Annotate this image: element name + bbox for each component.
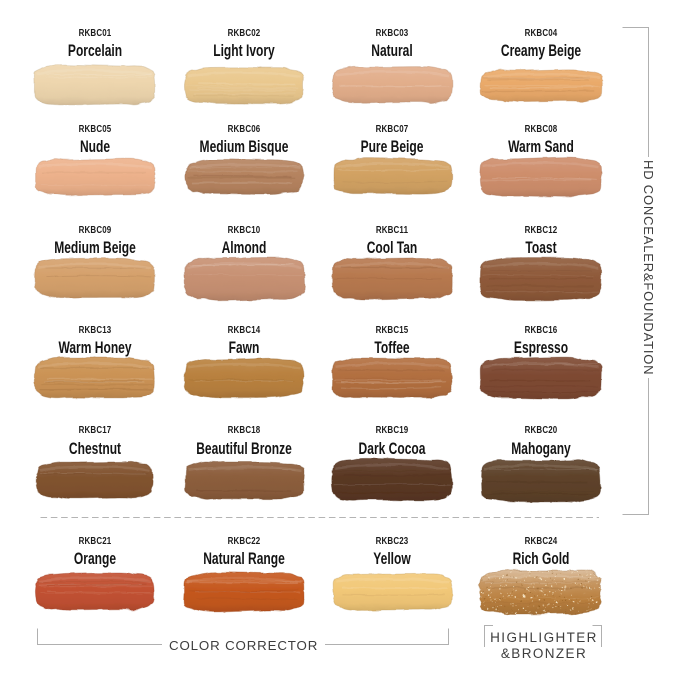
swatch-smear [331, 257, 453, 301]
swatch-name: Warm Sand [507, 136, 574, 156]
swatch-smear [184, 158, 304, 195]
swatch-code: RKBC03 [375, 28, 409, 39]
swatch-smear [184, 460, 305, 500]
swatch-code: RKBC01 [78, 28, 111, 39]
swatch-code: RKBC05 [78, 123, 111, 135]
swatch-smear [331, 457, 453, 502]
swatch-code: RKBC18 [227, 425, 261, 437]
swatch-code: RKBC15 [375, 324, 409, 336]
swatch-code: RKBC11 [375, 224, 409, 236]
swatch-smear [479, 356, 602, 399]
swatch-name: Pure Beige [360, 136, 424, 156]
swatch-smear [34, 571, 155, 611]
swatch-code: RKBC06 [227, 123, 261, 135]
swatch-smear [183, 571, 305, 612]
swatch-code: RKBC04 [524, 28, 557, 39]
swatch-smear [33, 356, 155, 399]
swatch-code: RKBC17 [78, 425, 111, 437]
swatch-code: RKBC16 [524, 324, 557, 336]
highlighter-bronzer-label: HIGHLIGHTER &BRONZER [466, 630, 622, 663]
swatch-code: RKBC23 [375, 535, 409, 547]
swatch-name: Yellow [373, 548, 411, 568]
swatch-code: RKBC02 [227, 28, 261, 39]
swatch-name: Toast [524, 237, 557, 257]
swatch-smear [332, 572, 453, 611]
color-corrector-label: COLOR CORRECTOR [162, 637, 326, 653]
swatch-code: RKBC09 [78, 224, 111, 236]
swatch-name: Espresso [513, 337, 568, 357]
swatch-code: RKBC21 [78, 535, 111, 547]
swatch-name: Medium Bisque [199, 136, 289, 156]
swatch-smear [478, 568, 602, 615]
swatch-smear [331, 66, 453, 105]
highlighter-label-line2: &BRONZER [500, 645, 588, 661]
swatch-smear [33, 64, 156, 106]
swatch-code: RKBC19 [375, 425, 409, 437]
swatch-smear [183, 66, 304, 104]
swatch-smear [35, 460, 154, 499]
swatch-name: Beautiful Bronze [196, 438, 292, 458]
swatch-name: Fawn [228, 337, 260, 357]
swatch-name: Light Ivory [213, 41, 275, 61]
swatch-name: Dark Cocoa [358, 438, 426, 458]
swatch-name: Mahogany [510, 438, 571, 458]
swatch-code: RKBC20 [524, 425, 557, 437]
swatch-code: RKBC13 [78, 324, 111, 336]
swatch-smear [479, 256, 602, 301]
swatch-name: Porcelain [67, 41, 122, 61]
swatch-smear [34, 257, 155, 299]
swatch-code: RKBC22 [227, 535, 261, 547]
swatch-name: Orange [73, 548, 116, 568]
swatch-name: Nude [79, 136, 110, 156]
swatch-smear [34, 157, 156, 196]
swatch-smear [479, 156, 602, 197]
swatch-code: RKBC12 [524, 224, 557, 236]
swatch-smear [332, 157, 453, 196]
swatch-code: RKBC10 [227, 224, 261, 236]
swatch-name: Toffee [374, 337, 410, 357]
swatch-name: Rich Gold [512, 548, 569, 568]
swatch-smear [480, 458, 601, 502]
swatch-code: RKBC14 [227, 324, 261, 336]
swatch-name: Cool Tan [366, 237, 418, 257]
swatch-name: Natural Range [203, 548, 285, 568]
swatch-name: Creamy Beige [500, 41, 581, 61]
swatch-code: RKBC08 [524, 123, 557, 135]
hd-concealer-foundation-label: HD CONCEALER&FOUNDATION [641, 156, 656, 378]
swatch-smear [183, 357, 305, 398]
swatch-name: Medium Beige [53, 237, 136, 257]
highlighter-label-line1: HIGHLIGHTER [490, 629, 598, 645]
swatch-name: Almond [221, 237, 267, 257]
swatch-smear [183, 256, 306, 301]
swatch-name: Natural [371, 41, 413, 61]
swatch-smear [479, 68, 602, 102]
swatch-code: RKBC07 [375, 123, 409, 135]
swatch-name: Warm Honey [57, 337, 132, 357]
swatch-code: RKBC24 [524, 535, 557, 547]
swatch-smear [331, 356, 453, 398]
swatch-name: Chestnut [68, 438, 121, 458]
highlighter-bronzer-bracket [484, 625, 602, 647]
